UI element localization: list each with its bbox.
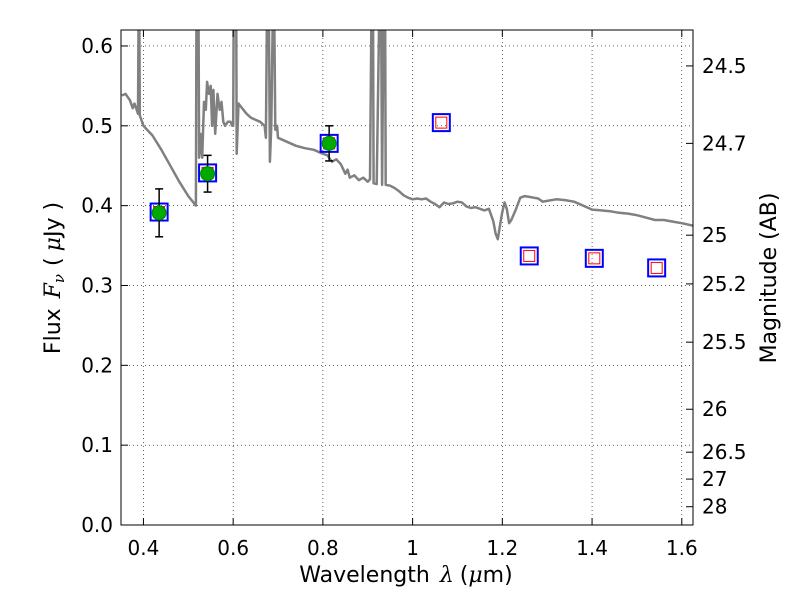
x-tick-label: 1.2 (486, 536, 518, 560)
y-tick-label: 0.1 (81, 433, 113, 457)
model-photometry-inner-square (650, 261, 663, 274)
model-photometry-inner-square (523, 249, 536, 262)
observed-photometry-point (200, 166, 216, 182)
y2-tick-label: 24.5 (702, 54, 747, 78)
y-tick-label: 0.3 (81, 273, 113, 297)
y2-tick-label: 26 (702, 397, 727, 421)
model-photometry-outer-square (584, 248, 604, 268)
observed-photometry-point (151, 205, 167, 221)
x-tick-label: 1 (406, 536, 419, 560)
y2-axis-title: Magnitude (AB) (757, 193, 782, 364)
model-photometry-outer-square (431, 113, 451, 133)
x-tick-label: 0.4 (128, 536, 160, 560)
model-photometry-inner-square (435, 116, 448, 129)
x-axis-title: Wavelength λ (μm) (299, 563, 512, 588)
y-tick-label: 0.4 (81, 194, 113, 218)
y-tick-label: 0.0 (81, 513, 113, 537)
y-tick-label: 0.2 (81, 353, 113, 377)
y2-tick-label: 25.5 (702, 330, 747, 354)
plot-area (121, 30, 693, 278)
y2-tick-label: 24.7 (702, 131, 747, 155)
x-tick-label: 1.4 (576, 536, 608, 560)
model-photometry-outer-square (647, 258, 667, 278)
y2-tick-label: 25.2 (702, 272, 747, 296)
model-photometry-outer-square (519, 246, 539, 266)
y2-tick-label: 25 (702, 223, 727, 247)
y-tick-label: 0.5 (81, 114, 113, 138)
observed-photometry-point (321, 135, 337, 151)
y2-tick-label: 27 (702, 467, 727, 491)
y-axis-title: FluxFν(μJy ) (41, 202, 68, 354)
y-tick-label: 0.6 (81, 34, 113, 58)
axis-ticks: 0.4 0.6 0.8 1 1.2 1.4 1.6 0.0 0.1 0.2 0.3 0.4 0.5 0.6… (81, 30, 747, 560)
x-tick-label: 0.8 (307, 536, 339, 560)
y2-tick-label: 28 (702, 495, 727, 519)
model-spectrum-line (121, 30, 693, 241)
x-tick-label: 0.6 (217, 536, 249, 560)
model-photometry-inner-square (588, 252, 601, 265)
y2-tick-label: 26.5 (702, 440, 747, 464)
x-tick-label: 1.6 (666, 536, 698, 560)
plot-frame (120, 29, 694, 526)
